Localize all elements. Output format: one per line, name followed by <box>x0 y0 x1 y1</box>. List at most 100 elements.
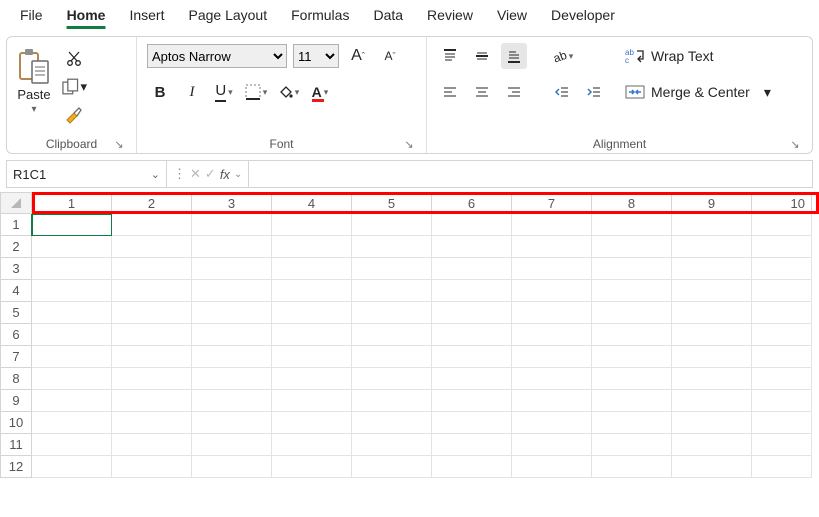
cell[interactable] <box>752 214 812 236</box>
cell[interactable] <box>32 390 112 412</box>
cell[interactable] <box>512 346 592 368</box>
align-center-button[interactable] <box>469 79 495 105</box>
font-color-button[interactable]: A ▾ <box>307 79 333 105</box>
underline-button[interactable]: U▾ <box>211 79 237 105</box>
cell[interactable] <box>752 236 812 258</box>
cell[interactable] <box>112 390 192 412</box>
cell[interactable] <box>192 412 272 434</box>
cell[interactable] <box>272 368 352 390</box>
cell[interactable] <box>112 456 192 478</box>
cell[interactable] <box>432 302 512 324</box>
cell[interactable] <box>272 324 352 346</box>
cell[interactable] <box>512 456 592 478</box>
cell[interactable] <box>752 368 812 390</box>
row-header[interactable]: 4 <box>0 280 32 302</box>
cell[interactable] <box>672 412 752 434</box>
col-header[interactable]: 5 <box>352 192 432 214</box>
cell[interactable] <box>512 258 592 280</box>
cell[interactable] <box>592 214 672 236</box>
cell[interactable] <box>192 434 272 456</box>
cell[interactable] <box>592 302 672 324</box>
cell[interactable] <box>592 236 672 258</box>
cell[interactable] <box>112 214 192 236</box>
cell[interactable] <box>32 258 112 280</box>
cell[interactable] <box>32 280 112 302</box>
cell[interactable] <box>112 368 192 390</box>
cell[interactable] <box>672 214 752 236</box>
cell[interactable] <box>192 390 272 412</box>
cell[interactable] <box>432 456 512 478</box>
cell[interactable] <box>272 236 352 258</box>
cell[interactable] <box>432 346 512 368</box>
cell[interactable] <box>192 368 272 390</box>
tab-page-layout[interactable]: Page Layout <box>178 3 277 32</box>
cell[interactable] <box>672 434 752 456</box>
cell[interactable] <box>672 324 752 346</box>
cell[interactable] <box>32 434 112 456</box>
wrap-text-button[interactable]: ab c Wrap Text <box>625 43 771 69</box>
fill-color-button[interactable]: ▾ <box>275 79 301 105</box>
cancel-icon[interactable]: ✕ <box>190 166 201 182</box>
row-header[interactable]: 9 <box>0 390 32 412</box>
decrease-font-button[interactable]: Aˇ <box>377 43 403 69</box>
col-header[interactable]: 2 <box>112 192 192 214</box>
row-header[interactable]: 5 <box>0 302 32 324</box>
format-painter-button[interactable] <box>61 105 87 125</box>
col-header[interactable]: 1 <box>32 192 112 214</box>
fx-label[interactable]: fx <box>220 167 230 182</box>
cell[interactable] <box>32 236 112 258</box>
row-header[interactable]: 12 <box>0 456 32 478</box>
cut-button[interactable] <box>61 49 87 69</box>
row-header[interactable]: 7 <box>0 346 32 368</box>
formula-input[interactable] <box>249 161 812 187</box>
cell[interactable] <box>672 390 752 412</box>
cell[interactable] <box>352 346 432 368</box>
cell[interactable] <box>192 236 272 258</box>
cell[interactable] <box>32 412 112 434</box>
cell[interactable] <box>512 236 592 258</box>
name-box[interactable]: R1C1 ⌄ <box>7 161 167 187</box>
cell[interactable] <box>752 434 812 456</box>
cell[interactable] <box>512 324 592 346</box>
decrease-indent-button[interactable] <box>549 79 575 105</box>
cell[interactable] <box>352 368 432 390</box>
paste-button[interactable]: Paste ▾ <box>17 47 51 115</box>
cell[interactable] <box>352 214 432 236</box>
chevron-down-icon[interactable]: ⌄ <box>234 169 242 180</box>
align-left-button[interactable] <box>437 79 463 105</box>
cell[interactable] <box>352 280 432 302</box>
cell[interactable] <box>752 302 812 324</box>
bold-button[interactable]: B <box>147 79 173 105</box>
cell[interactable] <box>432 412 512 434</box>
row-header[interactable]: 3 <box>0 258 32 280</box>
cell[interactable] <box>512 302 592 324</box>
tab-view[interactable]: View <box>487 3 537 32</box>
cell[interactable] <box>112 434 192 456</box>
cell[interactable] <box>752 390 812 412</box>
dialog-launcher-icon[interactable]: ↘ <box>402 137 416 151</box>
cell[interactable] <box>192 280 272 302</box>
cell[interactable] <box>32 214 112 236</box>
cell[interactable] <box>352 456 432 478</box>
cell[interactable] <box>272 346 352 368</box>
col-header[interactable]: 6 <box>432 192 512 214</box>
cell[interactable] <box>432 434 512 456</box>
cell[interactable] <box>512 214 592 236</box>
cell[interactable] <box>592 258 672 280</box>
tab-formulas[interactable]: Formulas <box>281 3 359 32</box>
cell[interactable] <box>192 324 272 346</box>
cell[interactable] <box>272 302 352 324</box>
cell[interactable] <box>672 236 752 258</box>
cell[interactable] <box>32 456 112 478</box>
dialog-launcher-icon[interactable]: ↘ <box>788 137 802 151</box>
tab-file[interactable]: File <box>10 3 53 32</box>
enter-icon[interactable]: ✓ <box>205 166 216 182</box>
borders-button[interactable]: ▾ <box>243 79 269 105</box>
col-header[interactable]: 8 <box>592 192 672 214</box>
align-right-button[interactable] <box>501 79 527 105</box>
cell[interactable] <box>272 258 352 280</box>
cell[interactable] <box>352 302 432 324</box>
tab-review[interactable]: Review <box>417 3 483 32</box>
row-header[interactable]: 6 <box>0 324 32 346</box>
cell[interactable] <box>672 280 752 302</box>
